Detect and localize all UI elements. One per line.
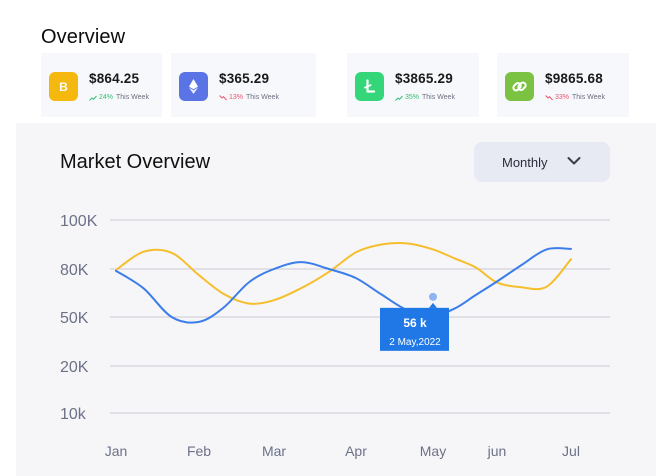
tooltip-date: 2 May,2022 [389, 337, 441, 348]
change-percent: 24% [99, 94, 114, 101]
coin-card[interactable]: $9865.68 33% This Week [497, 53, 629, 117]
change-period: This Week [116, 94, 149, 101]
ethereum-icon [179, 72, 208, 101]
tooltip-value: 56 k [403, 316, 427, 330]
chart-tooltip: 56 k 2 May,2022 [380, 292, 449, 351]
change-percent: 33% [555, 94, 570, 101]
coin-card[interactable]: $3865.29 35% This Week [347, 53, 479, 117]
series-line [115, 247, 572, 324]
tooltip-point [429, 292, 437, 301]
trend-down-icon [219, 94, 227, 100]
coin-cards: B $864.25 24% This Week $365.29 13% This Week $… [41, 53, 629, 117]
chevron-down-icon [567, 157, 581, 165]
x-tick-label: jun [487, 443, 507, 459]
change-period: This Week [572, 94, 605, 101]
change-period: This Week [422, 94, 455, 101]
x-axis: Jan Feb Mar Apr May jun Jul [105, 443, 580, 459]
y-tick-label: 80K [60, 262, 89, 279]
coin-card[interactable]: B $864.25 24% This Week [41, 53, 162, 117]
y-tick-label: 20K [60, 359, 89, 376]
market-chart: 100K 80K 50K 20K 10k Jan Feb Mar Apr May jun Jul 5… [60, 213, 610, 459]
y-tick-label: 100K [60, 213, 98, 230]
change-percent: 35% [405, 94, 420, 101]
x-tick-label: Jul [562, 443, 580, 459]
coin-price: $864.25 [89, 71, 140, 86]
coin-change: 33% This Week [545, 94, 605, 101]
svg-text:B: B [59, 80, 68, 94]
tooltip-pointer [429, 302, 437, 308]
x-tick-label: Jan [105, 443, 128, 459]
trend-up-icon [89, 95, 97, 101]
coin-price: $9865.68 [545, 71, 603, 86]
bitcoin-icon: B [49, 72, 78, 101]
x-tick-label: May [420, 443, 446, 459]
change-period: This Week [246, 94, 279, 101]
change-percent: 13% [229, 94, 244, 101]
trend-up-icon [395, 95, 403, 101]
chart-series [115, 242, 572, 324]
chain-link-icon [505, 72, 534, 101]
x-tick-label: Apr [345, 443, 367, 459]
coin-price: $3865.29 [395, 71, 453, 86]
coin-change: 24% This Week [89, 94, 149, 101]
y-tick-label: 10k [60, 406, 87, 423]
x-tick-label: Mar [262, 443, 286, 459]
chart-grid [110, 219, 610, 414]
market-overview-title: Market Overview [60, 151, 211, 173]
overview-title: Overview [41, 26, 126, 48]
coin-price: $365.29 [219, 71, 270, 86]
period-dropdown[interactable]: Monthly [474, 142, 610, 182]
tooltip-box [380, 307, 449, 351]
x-tick-label: Feb [187, 443, 211, 459]
coin-change: 13% This Week [219, 94, 279, 101]
coin-card[interactable]: $365.29 13% This Week [171, 53, 316, 117]
litecoin-icon [355, 72, 384, 101]
y-axis: 100K 80K 50K 20K 10k [60, 213, 98, 423]
coin-change: 35% This Week [395, 94, 455, 101]
period-dropdown-label: Monthly [502, 155, 548, 170]
y-tick-label: 50K [60, 310, 89, 327]
market-overview-panel: Market Overview Monthly 100K 80K 50K 20K 10k… [16, 123, 656, 476]
trend-down-icon [545, 94, 553, 100]
